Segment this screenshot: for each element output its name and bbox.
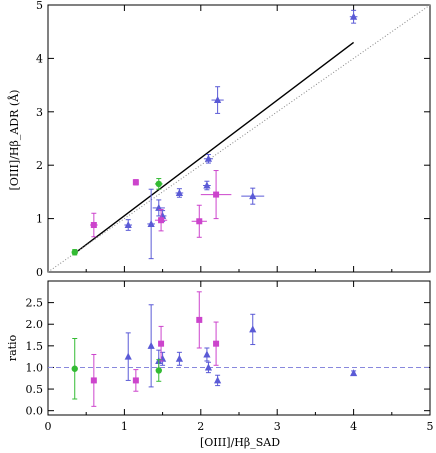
square-data-point bbox=[90, 353, 97, 407]
triangle-data-point bbox=[349, 9, 358, 24]
triangle-data-point bbox=[175, 188, 184, 198]
triangle-data-point bbox=[203, 154, 214, 164]
triangle-data-point bbox=[211, 86, 224, 114]
top-y-axis-label: [OIII]/Hβ_ADR (Å) bbox=[7, 90, 21, 191]
x-tick-label: 3 bbox=[274, 420, 281, 433]
circle-data-point bbox=[154, 178, 163, 190]
x-tick-label: 1 bbox=[121, 420, 128, 433]
triangle-data-point bbox=[350, 369, 358, 377]
square-marker bbox=[196, 218, 203, 225]
square-data-point bbox=[90, 212, 98, 238]
square-data-point bbox=[158, 325, 165, 362]
x-axis-label: [OIII]/Hβ_SAD bbox=[200, 436, 280, 449]
top-y-tick-label: 4 bbox=[36, 52, 43, 65]
circle-marker bbox=[155, 180, 162, 188]
triangle-marker bbox=[203, 181, 211, 189]
triangle-data-point bbox=[241, 187, 265, 205]
triangle-marker bbox=[249, 192, 257, 200]
triangle-data-point bbox=[249, 313, 257, 346]
triangle-marker bbox=[124, 352, 132, 360]
square-data-point bbox=[191, 204, 207, 238]
circle-marker bbox=[155, 367, 162, 374]
fit-line bbox=[74, 41, 355, 254]
top-y-tick-label: 3 bbox=[36, 106, 43, 119]
square-marker bbox=[158, 217, 165, 224]
top-reference-lines bbox=[47, 4, 431, 273]
top-y-tick-label: 0 bbox=[36, 266, 43, 279]
triangle-marker bbox=[214, 376, 222, 384]
square-marker bbox=[196, 316, 203, 323]
bottom-axes: 0 1 2 3 4 5 0.0 0.5 1.0 1.5 2.0 2.5 bbox=[26, 281, 434, 433]
triangle-data-point bbox=[124, 332, 132, 381]
triangle-data-point bbox=[203, 347, 211, 362]
top-y-tick-label: 5 bbox=[36, 0, 43, 12]
square-marker bbox=[213, 191, 220, 198]
circle-data-point bbox=[155, 359, 162, 382]
triangle-data-point bbox=[204, 361, 213, 374]
circle-data-point bbox=[71, 249, 78, 256]
square-marker bbox=[132, 179, 139, 186]
triangle-data-point bbox=[175, 351, 184, 366]
bottom-y-axis-label: ratio bbox=[6, 334, 19, 361]
top-panel: 0 1 2 3 4 5 [OIII]/Hβ_ADR (Å) bbox=[7, 0, 431, 279]
triangle-marker bbox=[147, 341, 155, 349]
square-data-point bbox=[132, 179, 139, 186]
square-data-point bbox=[196, 291, 203, 349]
x-tick-label: 5 bbox=[427, 420, 434, 433]
triangle-marker bbox=[203, 350, 211, 358]
triangle-marker bbox=[204, 154, 213, 162]
bottom-data-marks bbox=[71, 291, 358, 407]
triangle-marker bbox=[175, 354, 184, 362]
triangle-data-point bbox=[124, 219, 133, 231]
bottom-y-tick-label: 1.0 bbox=[26, 361, 44, 374]
bottom-y-tick-label: 2.0 bbox=[26, 318, 44, 331]
bottom-y-tick-label: 0.5 bbox=[26, 383, 44, 396]
square-marker bbox=[90, 377, 97, 384]
one-to-one-line bbox=[47, 4, 431, 273]
top-data-marks bbox=[71, 9, 358, 260]
square-data-point bbox=[200, 170, 232, 220]
circle-marker bbox=[71, 365, 78, 372]
triangle-marker bbox=[350, 12, 358, 20]
circle-data-point bbox=[71, 337, 78, 400]
triangle-marker bbox=[214, 96, 222, 104]
triangle-marker bbox=[175, 188, 184, 196]
square-marker bbox=[213, 340, 220, 347]
top-y-tick-label: 1 bbox=[36, 213, 43, 226]
x-tick-label: 2 bbox=[197, 420, 204, 433]
triangle-marker bbox=[204, 363, 213, 371]
triangle-data-point bbox=[147, 304, 155, 388]
square-marker bbox=[132, 377, 139, 384]
bottom-y-tick-label: 2.5 bbox=[26, 297, 44, 310]
bottom-y-tick-label: 0.0 bbox=[26, 405, 44, 418]
square-marker bbox=[90, 222, 97, 229]
triangle-data-point bbox=[214, 374, 222, 387]
square-data-point bbox=[213, 321, 220, 366]
triangle-marker bbox=[249, 325, 257, 333]
circle-marker bbox=[71, 249, 78, 256]
x-tick-label: 4 bbox=[350, 420, 357, 433]
triangle-marker bbox=[147, 219, 155, 227]
bottom-panel: 0 1 2 3 4 5 0.0 0.5 1.0 1.5 2.0 2.5 ratio [OIII]/Hβ… bbox=[6, 280, 434, 449]
x-tick-label: 0 bbox=[45, 420, 52, 433]
triangle-marker bbox=[124, 221, 132, 229]
bottom-y-tick-label: 1.5 bbox=[26, 340, 44, 353]
square-data-point bbox=[154, 209, 168, 232]
bottom-plot-frame bbox=[47, 280, 431, 416]
triangle-data-point bbox=[147, 188, 155, 260]
triangle-data-point bbox=[203, 180, 211, 191]
square-marker bbox=[158, 340, 165, 347]
top-y-tick-label: 2 bbox=[36, 159, 43, 172]
square-data-point bbox=[132, 369, 139, 392]
triangle-marker bbox=[350, 369, 358, 377]
